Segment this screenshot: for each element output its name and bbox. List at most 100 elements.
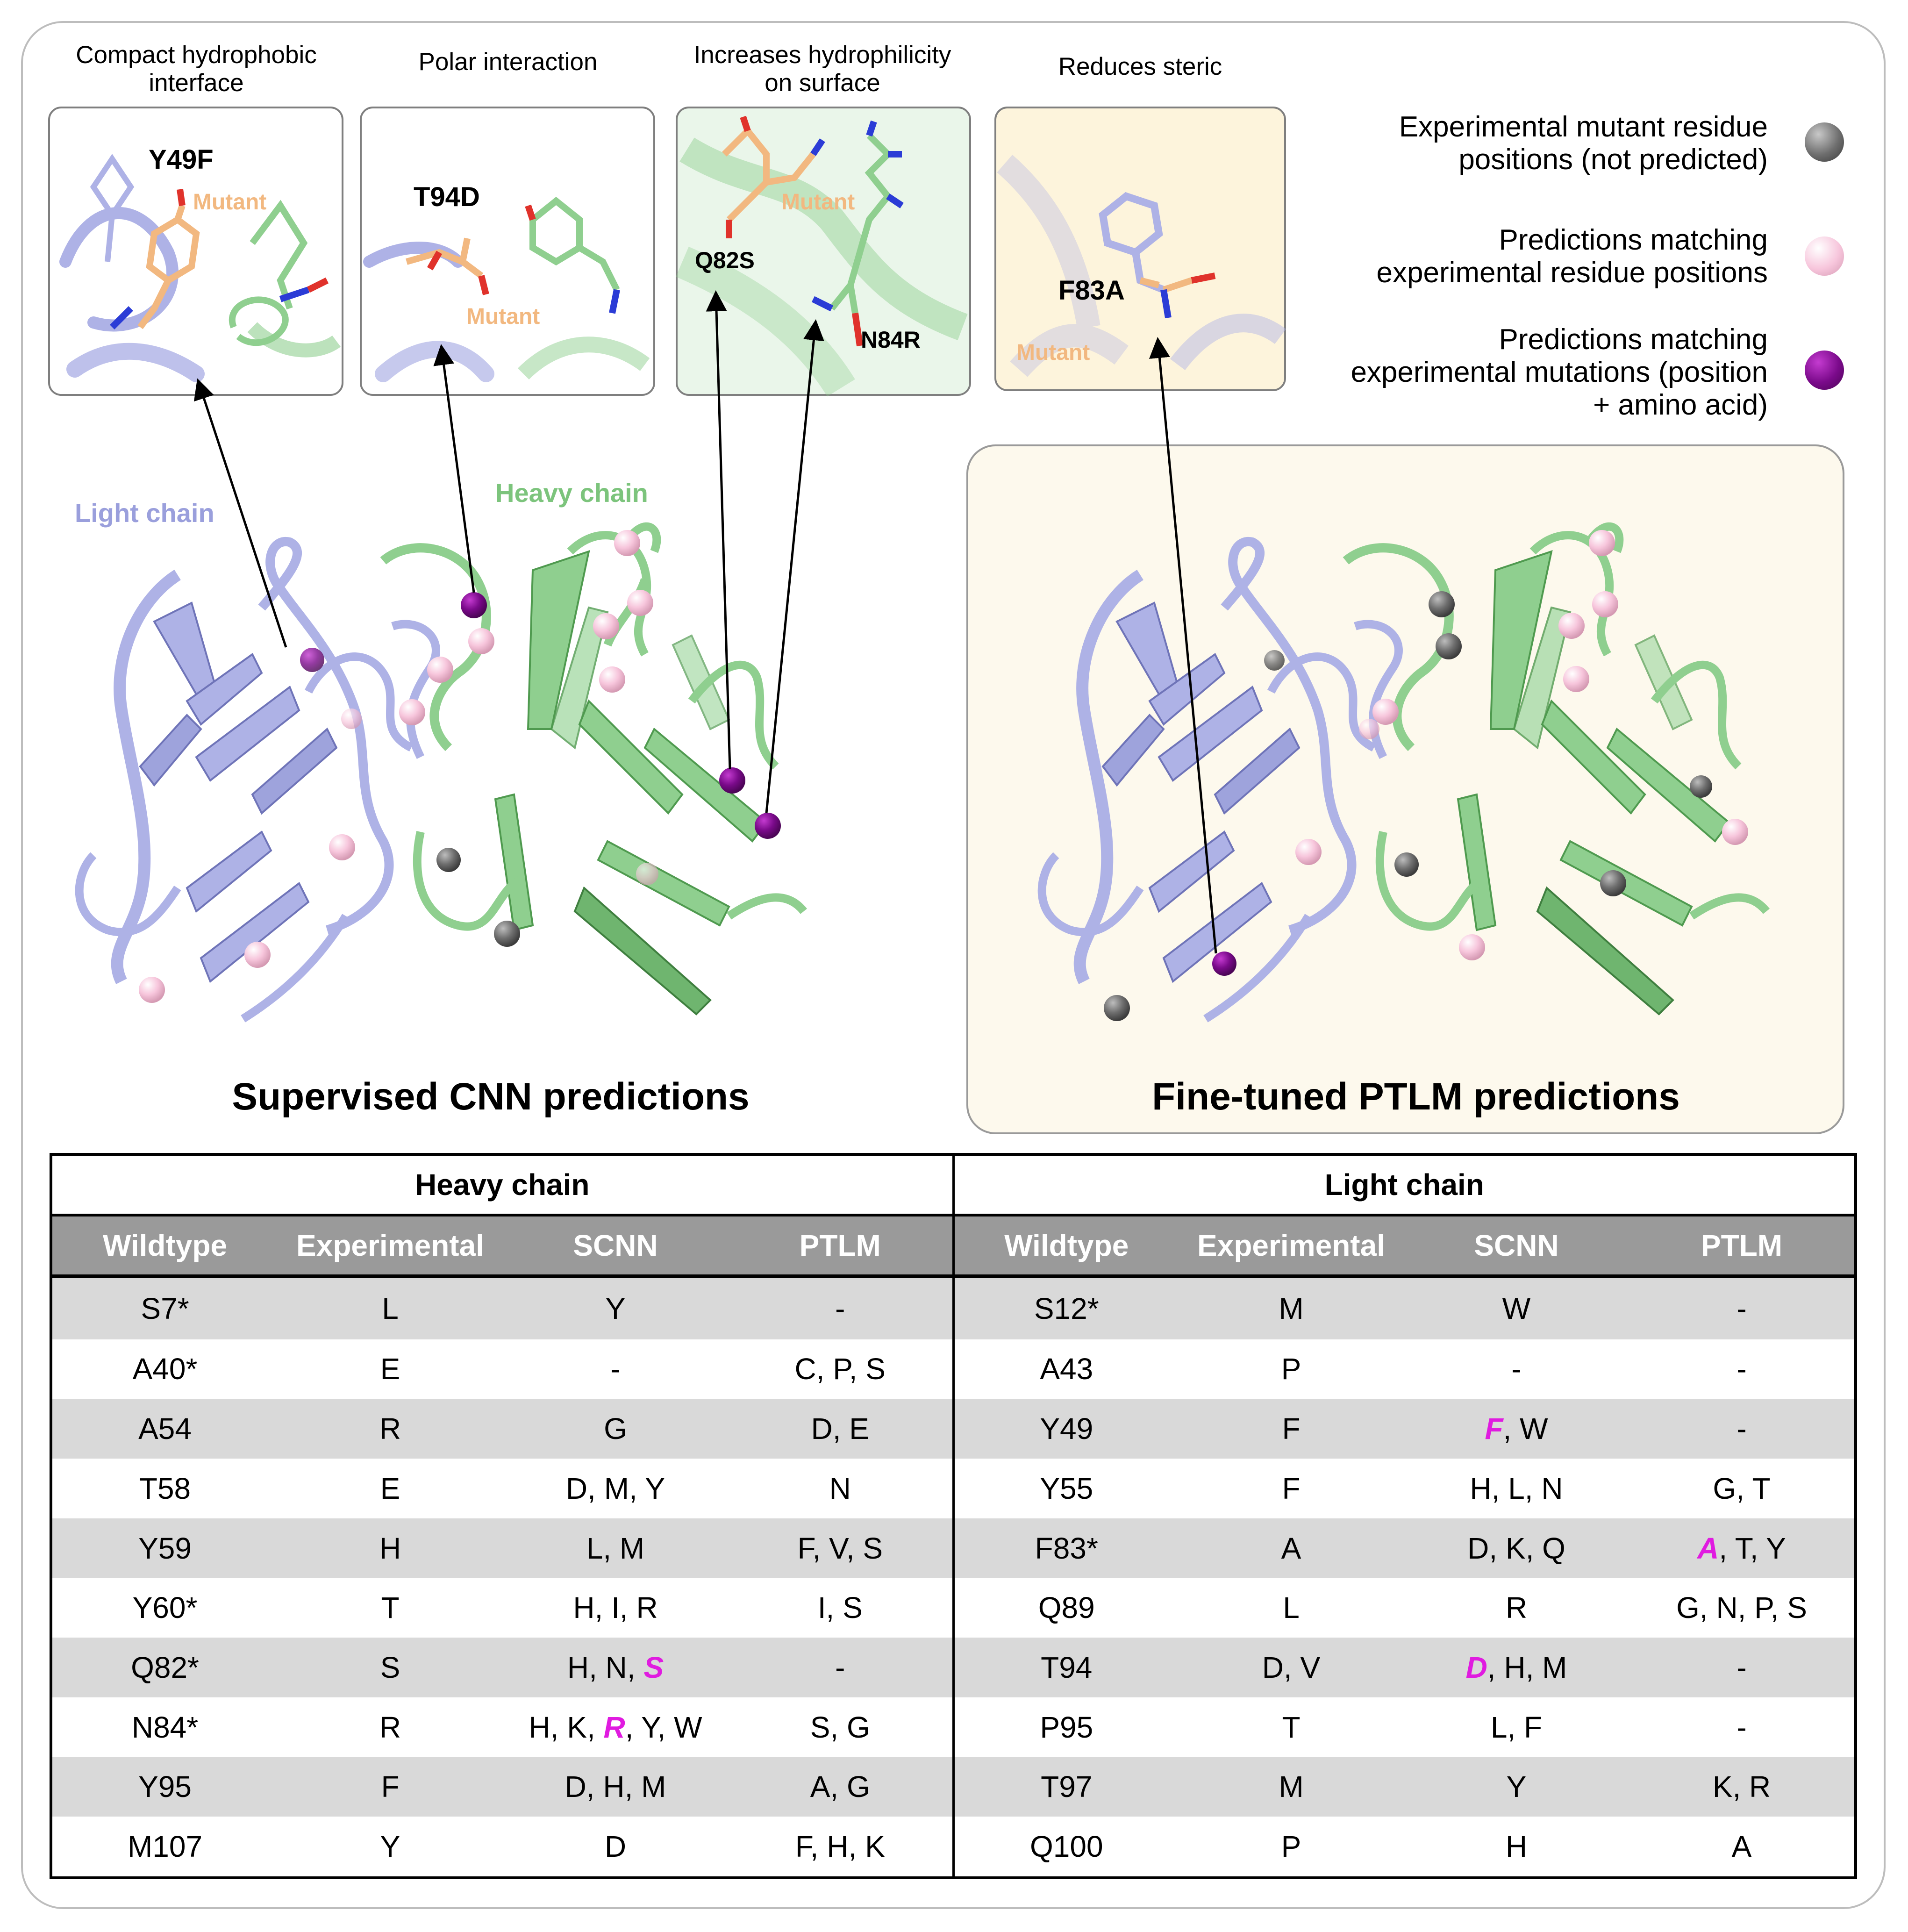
inset-t94d <box>360 107 655 396</box>
legend-text: Predictions matching experimental mutati… <box>1351 323 1768 422</box>
cell-token: W <box>1520 1412 1548 1446</box>
table-row: Y59 H L, M F, V, S F83* A D, K, Q A, T, Y <box>52 1518 1854 1578</box>
heavy-chain-group-header: Heavy chain <box>52 1156 955 1216</box>
table-cell: E <box>278 1339 503 1399</box>
legend-text: Predictions matching experimental residu… <box>1377 224 1768 289</box>
table-cell: N <box>728 1459 955 1518</box>
table-cell: T <box>1179 1697 1404 1757</box>
highlighted-match: R <box>603 1710 625 1744</box>
table-cell: Y <box>278 1817 503 1876</box>
inset-q82s-n84r <box>676 107 971 397</box>
column-header-wildtype: Wildtype <box>953 1215 1179 1278</box>
table-cell: G, T <box>1629 1459 1854 1518</box>
cnn-title: Supervised CNN predictions <box>232 1075 750 1118</box>
table-cell: L, F <box>1404 1697 1629 1757</box>
light-chain-group-header: Light chain <box>953 1156 1854 1216</box>
inset-title-line: Compact hydrophobic <box>76 41 317 69</box>
table-cell: A43 <box>953 1339 1179 1399</box>
column-header-experimental: Experimental <box>278 1215 503 1278</box>
column-header-scnn: SCNN <box>503 1215 728 1278</box>
column-header-scnn: SCNN <box>1404 1215 1629 1278</box>
cell-token: H <box>1504 1650 1526 1684</box>
inset-title-line: Polar interaction <box>418 48 598 76</box>
table-cell: H, I, R <box>503 1578 728 1638</box>
table-cell: - <box>1629 1638 1854 1697</box>
label-mutant-1: Mutant <box>193 190 267 215</box>
table-cell: - <box>728 1638 955 1697</box>
table-cell: Y55 <box>953 1459 1179 1518</box>
column-header-ptlm: PTLM <box>1629 1215 1854 1278</box>
inset-y49f <box>48 107 343 396</box>
table-cell: - <box>1629 1339 1854 1399</box>
table-cell: L <box>1179 1578 1404 1638</box>
cell-token: H <box>567 1650 589 1684</box>
table-cell: R <box>278 1697 503 1757</box>
highlighted-match: D <box>1465 1650 1487 1684</box>
table-cell: F, H, K <box>728 1817 955 1876</box>
table-row: Y95 F D, H, M A, G T97 M Y K, R <box>52 1757 1854 1817</box>
inset-title-line: Increases hydrophilicity <box>693 41 951 69</box>
column-header-experimental: Experimental <box>1179 1215 1404 1278</box>
mutation-table: Heavy chain Light chain Wildtype Experime… <box>50 1153 1857 1879</box>
table-cell: N84* <box>52 1697 278 1757</box>
table-cell: - <box>1629 1399 1854 1459</box>
table-cell: K, R <box>1629 1757 1854 1817</box>
table-cell: I, S <box>728 1578 955 1638</box>
inset-title-hydrophilicity: Increases hydrophilicity on surface <box>659 41 986 97</box>
table-cell: H, K, R, Y, W <box>503 1697 728 1757</box>
table-cell: W <box>1404 1276 1629 1339</box>
highlighted-match: F <box>1485 1412 1503 1446</box>
table-cell: - <box>1404 1339 1629 1399</box>
label-mutant-2: Mutant <box>466 304 540 329</box>
table-cell: - <box>503 1339 728 1399</box>
legend-text: Experimental mutant residue positions (n… <box>1399 111 1768 176</box>
table-cell: M <box>1179 1276 1404 1339</box>
legend-line: Experimental mutant residue <box>1399 111 1768 143</box>
table-cell: L <box>278 1276 503 1339</box>
label-q82s: Q82S <box>695 247 755 273</box>
table-cell: Q82* <box>52 1638 278 1697</box>
table-row: Q82* S H, N, S - T94 D, V D, H, M- <box>52 1638 1854 1697</box>
table-cell: - <box>728 1276 955 1339</box>
inset-title-steric: Reduces steric <box>995 53 1285 81</box>
heavy-chain-label: Heavy chain <box>495 478 648 508</box>
table-cell: D, E <box>728 1399 955 1459</box>
inset-title-line: on surface <box>765 69 880 97</box>
table-cell: H <box>1404 1817 1629 1876</box>
table-cell: D, M, Y <box>503 1459 728 1518</box>
cell-token: M <box>1542 1650 1567 1684</box>
column-header-wildtype: Wildtype <box>52 1215 278 1278</box>
table-cell: S <box>278 1638 503 1697</box>
label-y49f: Y49F <box>149 144 214 175</box>
table-row: M107 Y D F, H, K Q100 P H A <box>52 1817 1854 1876</box>
table-cell: F <box>278 1757 503 1817</box>
table-row: N84* R H, K, R, Y, W S, G P95 T L, F- <box>52 1697 1854 1757</box>
table-row: A40* E - C, P, S A43 P - - <box>52 1339 1854 1399</box>
legend-line: Predictions matching <box>1499 224 1768 256</box>
label-f83a: F83A <box>1058 275 1125 306</box>
table-cell: Y <box>1404 1757 1629 1817</box>
light-chain-label: Light chain <box>75 498 214 528</box>
column-header-ptlm: PTLM <box>728 1215 955 1278</box>
table-row: A54 R G D, E Y49 F F, W- <box>52 1399 1854 1459</box>
table-cell: D, V <box>1179 1638 1404 1697</box>
table-cell: M <box>1179 1757 1404 1817</box>
table-cell: Y <box>503 1276 728 1339</box>
table-cell: R <box>278 1399 503 1459</box>
table-cell: E <box>278 1459 503 1518</box>
inset-title-line: Reduces steric <box>1058 53 1222 80</box>
table-cell: Y49 <box>953 1399 1179 1459</box>
table-row: S7* L Y - S12* M W - <box>52 1276 1854 1339</box>
table-cell: M107 <box>52 1817 278 1876</box>
table-cell: C, P, S <box>728 1339 955 1399</box>
legend-pink-sphere <box>1805 236 1844 276</box>
table-cell: H <box>278 1518 503 1578</box>
table-cell: F <box>1179 1399 1404 1459</box>
cell-token: Y <box>641 1710 657 1744</box>
table-cell: L, M <box>503 1518 728 1578</box>
inset-title-hydrophobic: Compact hydrophobic interface <box>49 41 343 97</box>
inset-title-line: interface <box>149 69 244 97</box>
cell-token: K <box>567 1710 587 1744</box>
table-cell: T94 <box>953 1638 1179 1697</box>
cnn-structure <box>75 522 808 1023</box>
